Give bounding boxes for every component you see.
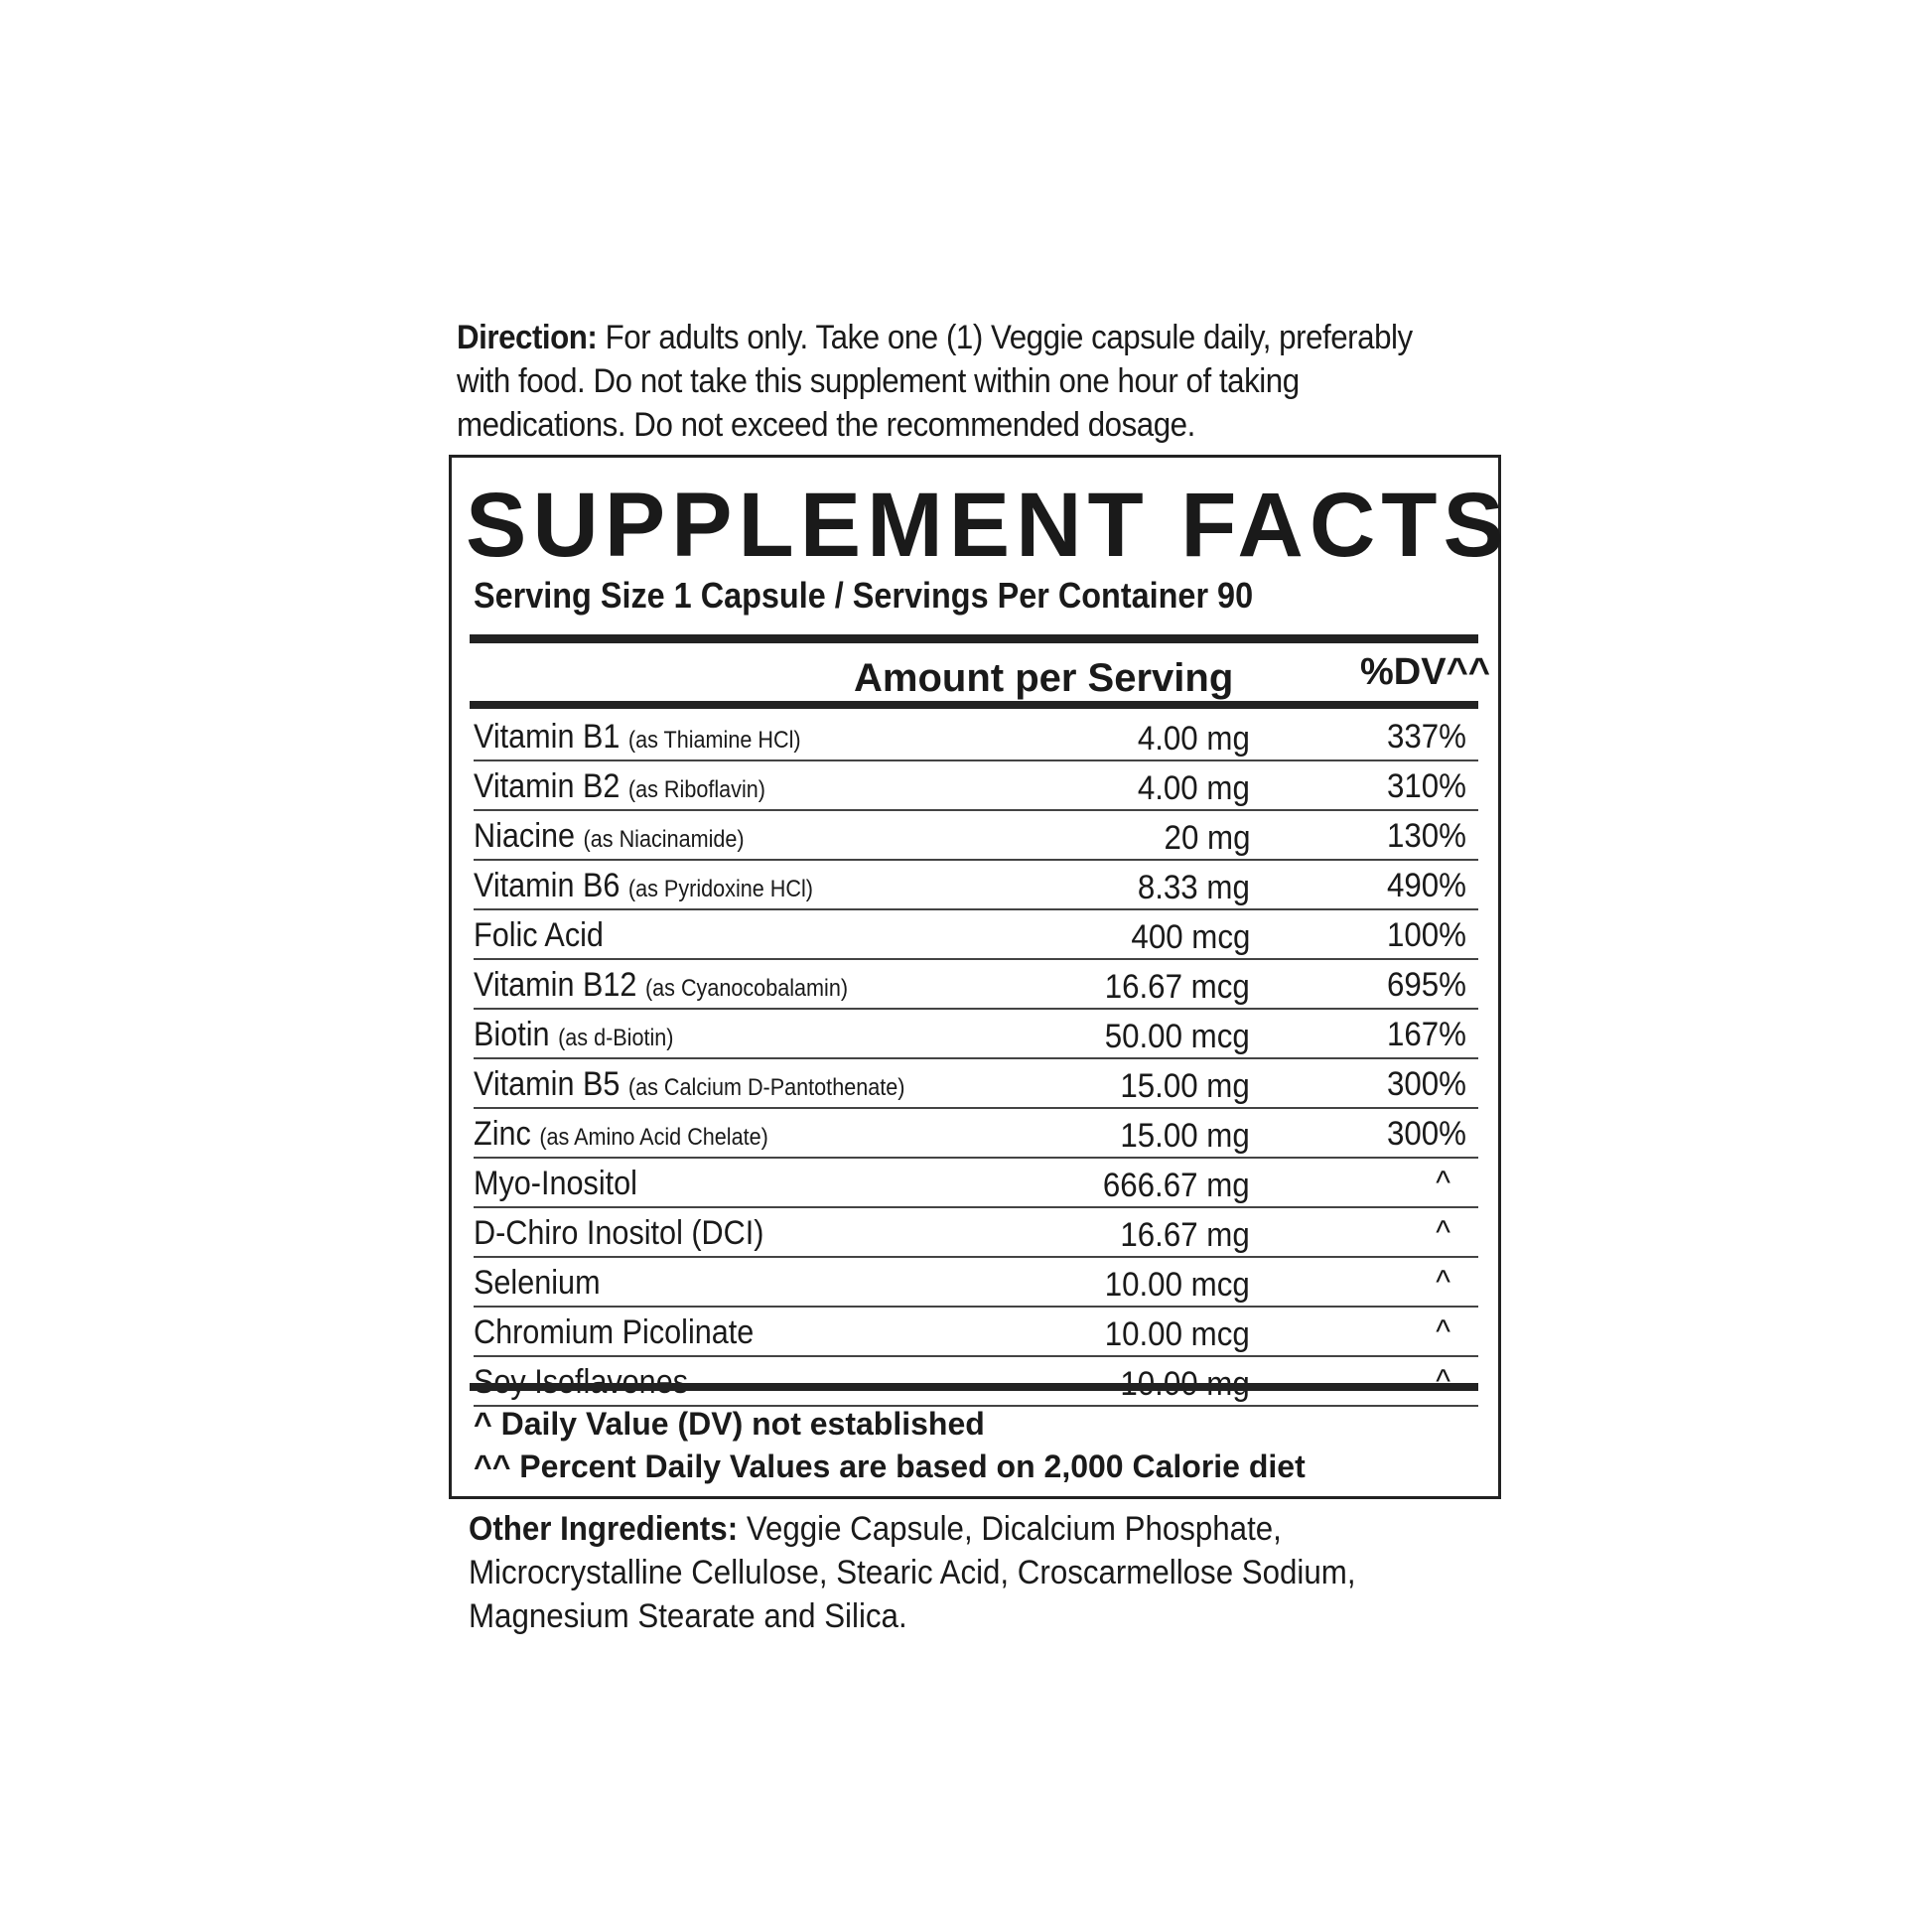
nutrient-label: Vitamin B6 <box>474 867 621 904</box>
table-row: Vitamin B12 (as Cyanocobalamin) 16.67 mc… <box>474 960 1478 1010</box>
nutrient-dv: 167% <box>1386 1016 1466 1053</box>
nutrient-name: Vitamin B2 (as Riboflavin) <box>474 767 765 806</box>
nutrient-name: Biotin (as d-Biotin) <box>474 1016 674 1054</box>
nutrient-name: Myo-Inositol <box>474 1165 637 1203</box>
nutrient-label: Vitamin B2 <box>474 767 621 805</box>
nutrient-dv: 300% <box>1386 1065 1466 1103</box>
nutrient-amount: 16.67 mg <box>1120 1216 1250 1254</box>
table-row: Chromium Picolinate 10.00 mcg ^ <box>474 1308 1478 1357</box>
nutrient-source: (as Amino Acid Chelate) <box>539 1124 768 1151</box>
nutrient-source: (as Riboflavin) <box>627 776 765 803</box>
nutrient-name: Soy Isoflavones <box>474 1363 688 1402</box>
nutrient-amount: 20 mg <box>1164 819 1250 857</box>
nutrient-label: Soy Isoflavones <box>474 1363 689 1401</box>
divider-thick <box>470 701 1478 709</box>
header-dv: %DV^^ <box>1360 651 1490 693</box>
nutrient-name: Folic Acid <box>474 916 604 955</box>
table-row: Soy Isoflavones 10.00 mg ^ <box>474 1357 1478 1407</box>
table-row: Zinc (as Amino Acid Chelate) 15.00 mg 30… <box>474 1109 1478 1159</box>
nutrient-amount: 4.00 mg <box>1137 769 1250 807</box>
directions: Direction: For adults only. Take one (1)… <box>457 316 1416 447</box>
nutrient-dv: 100% <box>1386 916 1466 954</box>
nutrient-table: Vitamin B1 (as Thiamine HCl) 4.00 mg 337… <box>474 712 1478 1407</box>
nutrient-name: Zinc (as Amino Acid Chelate) <box>474 1115 768 1154</box>
nutrient-source: (as Calcium D-Pantothenate) <box>627 1074 905 1101</box>
nutrient-dv: 130% <box>1386 817 1466 855</box>
nutrient-amount: 10.00 mcg <box>1104 1315 1250 1353</box>
nutrient-dv: ^ <box>1436 1313 1450 1351</box>
footnote-dv-not-established: ^ Daily Value (DV) not established <box>474 1406 985 1442</box>
nutrient-label: Vitamin B1 <box>474 718 621 756</box>
nutrient-name: Vitamin B6 (as Pyridoxine HCl) <box>474 867 813 905</box>
nutrient-label: Selenium <box>474 1264 601 1302</box>
nutrient-source: (as d-Biotin) <box>558 1025 674 1051</box>
table-row: Biotin (as d-Biotin) 50.00 mcg 167% <box>474 1010 1478 1059</box>
table-row: Vitamin B2 (as Riboflavin) 4.00 mg 310% <box>474 761 1478 811</box>
table-row: Vitamin B1 (as Thiamine HCl) 4.00 mg 337… <box>474 712 1478 761</box>
nutrient-amount: 4.00 mg <box>1137 720 1250 758</box>
serving-info: Serving Size 1 Capsule / Servings Per Co… <box>474 575 1254 616</box>
nutrient-amount: 50.00 mcg <box>1104 1018 1250 1055</box>
nutrient-source: (as Cyanocobalamin) <box>644 975 849 1002</box>
nutrient-name: Niacine (as Niacinamide) <box>474 817 745 856</box>
nutrient-label: Vitamin B12 <box>474 966 637 1004</box>
nutrient-amount: 15.00 mg <box>1120 1117 1250 1155</box>
nutrient-label: Myo-Inositol <box>474 1165 637 1202</box>
nutrient-dv: 300% <box>1386 1115 1466 1153</box>
nutrient-amount: 16.67 mcg <box>1104 968 1250 1006</box>
nutrient-dv: 695% <box>1386 966 1466 1004</box>
nutrient-label: D-Chiro Inositol (DCI) <box>474 1214 764 1252</box>
other-ingredients-label: Other Ingredients: <box>469 1510 739 1548</box>
nutrient-label: Chromium Picolinate <box>474 1313 755 1351</box>
nutrient-source: (as Pyridoxine HCl) <box>627 876 813 902</box>
nutrient-dv: 310% <box>1386 767 1466 805</box>
footnote-percent-dv: ^^ Percent Daily Values are based on 2,0… <box>474 1449 1306 1484</box>
nutrient-source: (as Thiamine HCl) <box>627 727 801 754</box>
facts-title: SUPPLEMENT FACTS <box>466 475 1510 576</box>
supplement-facts-panel: SUPPLEMENT FACTS Serving Size 1 Capsule … <box>449 455 1504 1499</box>
nutrient-dv: ^ <box>1436 1363 1450 1401</box>
nutrient-label: Biotin <box>474 1016 550 1053</box>
nutrient-name: Vitamin B12 (as Cyanocobalamin) <box>474 966 848 1005</box>
nutrient-label: Vitamin B5 <box>474 1065 621 1103</box>
directions-text: For adults only. Take one (1) Veggie cap… <box>457 319 1413 444</box>
other-ingredients-text: Veggie Capsule, Dicalcium Phosphate, Mic… <box>469 1510 1356 1635</box>
table-row: D-Chiro Inositol (DCI) 16.67 mg ^ <box>474 1208 1478 1258</box>
table-row: Folic Acid 400 mcg 100% <box>474 910 1478 960</box>
header-amount: Amount per Serving <box>854 656 1234 700</box>
nutrient-label: Folic Acid <box>474 916 604 954</box>
table-row: Myo-Inositol 666.67 mg ^ <box>474 1159 1478 1208</box>
nutrient-label: Zinc <box>474 1115 531 1153</box>
nutrient-source: (as Niacinamide) <box>583 826 745 853</box>
table-row: Selenium 10.00 mcg ^ <box>474 1258 1478 1308</box>
nutrient-dv: ^ <box>1436 1264 1450 1302</box>
nutrient-dv: 490% <box>1386 867 1466 904</box>
nutrient-amount: 666.67 mg <box>1103 1167 1250 1204</box>
directions-label: Direction: <box>457 319 598 356</box>
nutrient-amount: 400 mcg <box>1131 918 1250 956</box>
other-ingredients: Other Ingredients: Veggie Capsule, Dical… <box>469 1507 1437 1638</box>
nutrient-name: Chromium Picolinate <box>474 1313 754 1352</box>
nutrient-dv: ^ <box>1436 1214 1450 1252</box>
nutrient-amount: 15.00 mg <box>1120 1067 1250 1105</box>
table-row: Niacine (as Niacinamide) 20 mg 130% <box>474 811 1478 861</box>
divider-thick <box>470 1383 1478 1391</box>
table-row: Vitamin B6 (as Pyridoxine HCl) 8.33 mg 4… <box>474 861 1478 910</box>
table-row: Vitamin B5 (as Calcium D-Pantothenate) 1… <box>474 1059 1478 1109</box>
nutrient-amount: 10.00 mcg <box>1104 1266 1250 1304</box>
nutrient-name: Vitamin B1 (as Thiamine HCl) <box>474 718 801 757</box>
nutrient-label: Niacine <box>474 817 576 855</box>
nutrient-name: Vitamin B5 (as Calcium D-Pantothenate) <box>474 1065 904 1104</box>
nutrient-amount: 8.33 mg <box>1137 869 1250 906</box>
nutrient-dv: ^ <box>1436 1165 1450 1202</box>
nutrient-name: Selenium <box>474 1264 601 1303</box>
divider-thick <box>470 634 1478 643</box>
nutrient-name: D-Chiro Inositol (DCI) <box>474 1214 763 1253</box>
nutrient-dv: 337% <box>1386 718 1466 756</box>
